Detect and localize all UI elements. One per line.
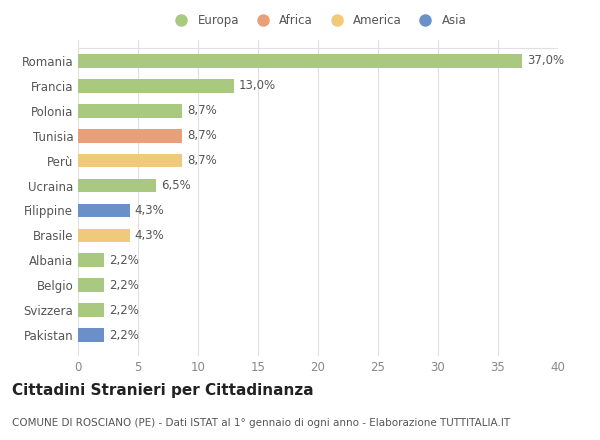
Bar [78,328,104,342]
Bar [78,253,104,267]
Text: 8,7%: 8,7% [187,154,217,167]
Text: 4,3%: 4,3% [134,229,164,242]
Bar [78,79,234,93]
Text: 13,0%: 13,0% [239,79,276,92]
Text: COMUNE DI ROSCIANO (PE) - Dati ISTAT al 1° gennaio di ogni anno - Elaborazione T: COMUNE DI ROSCIANO (PE) - Dati ISTAT al … [12,418,510,428]
Text: 8,7%: 8,7% [187,104,217,117]
Text: 2,2%: 2,2% [109,304,139,317]
Legend: Europa, Africa, America, Asia: Europa, Africa, America, Asia [164,9,472,32]
Bar [78,279,104,292]
Text: Cittadini Stranieri per Cittadinanza: Cittadini Stranieri per Cittadinanza [12,383,314,398]
Bar [78,303,104,317]
Text: 37,0%: 37,0% [527,55,564,67]
Bar [78,104,182,117]
Bar [78,204,130,217]
Bar [78,54,522,68]
Text: 4,3%: 4,3% [134,204,164,217]
Text: 2,2%: 2,2% [109,329,139,341]
Bar [78,129,182,143]
Bar [78,154,182,168]
Text: 6,5%: 6,5% [161,179,191,192]
Text: 2,2%: 2,2% [109,254,139,267]
Bar [78,228,130,242]
Bar [78,179,156,192]
Text: 2,2%: 2,2% [109,279,139,292]
Text: 8,7%: 8,7% [187,129,217,142]
